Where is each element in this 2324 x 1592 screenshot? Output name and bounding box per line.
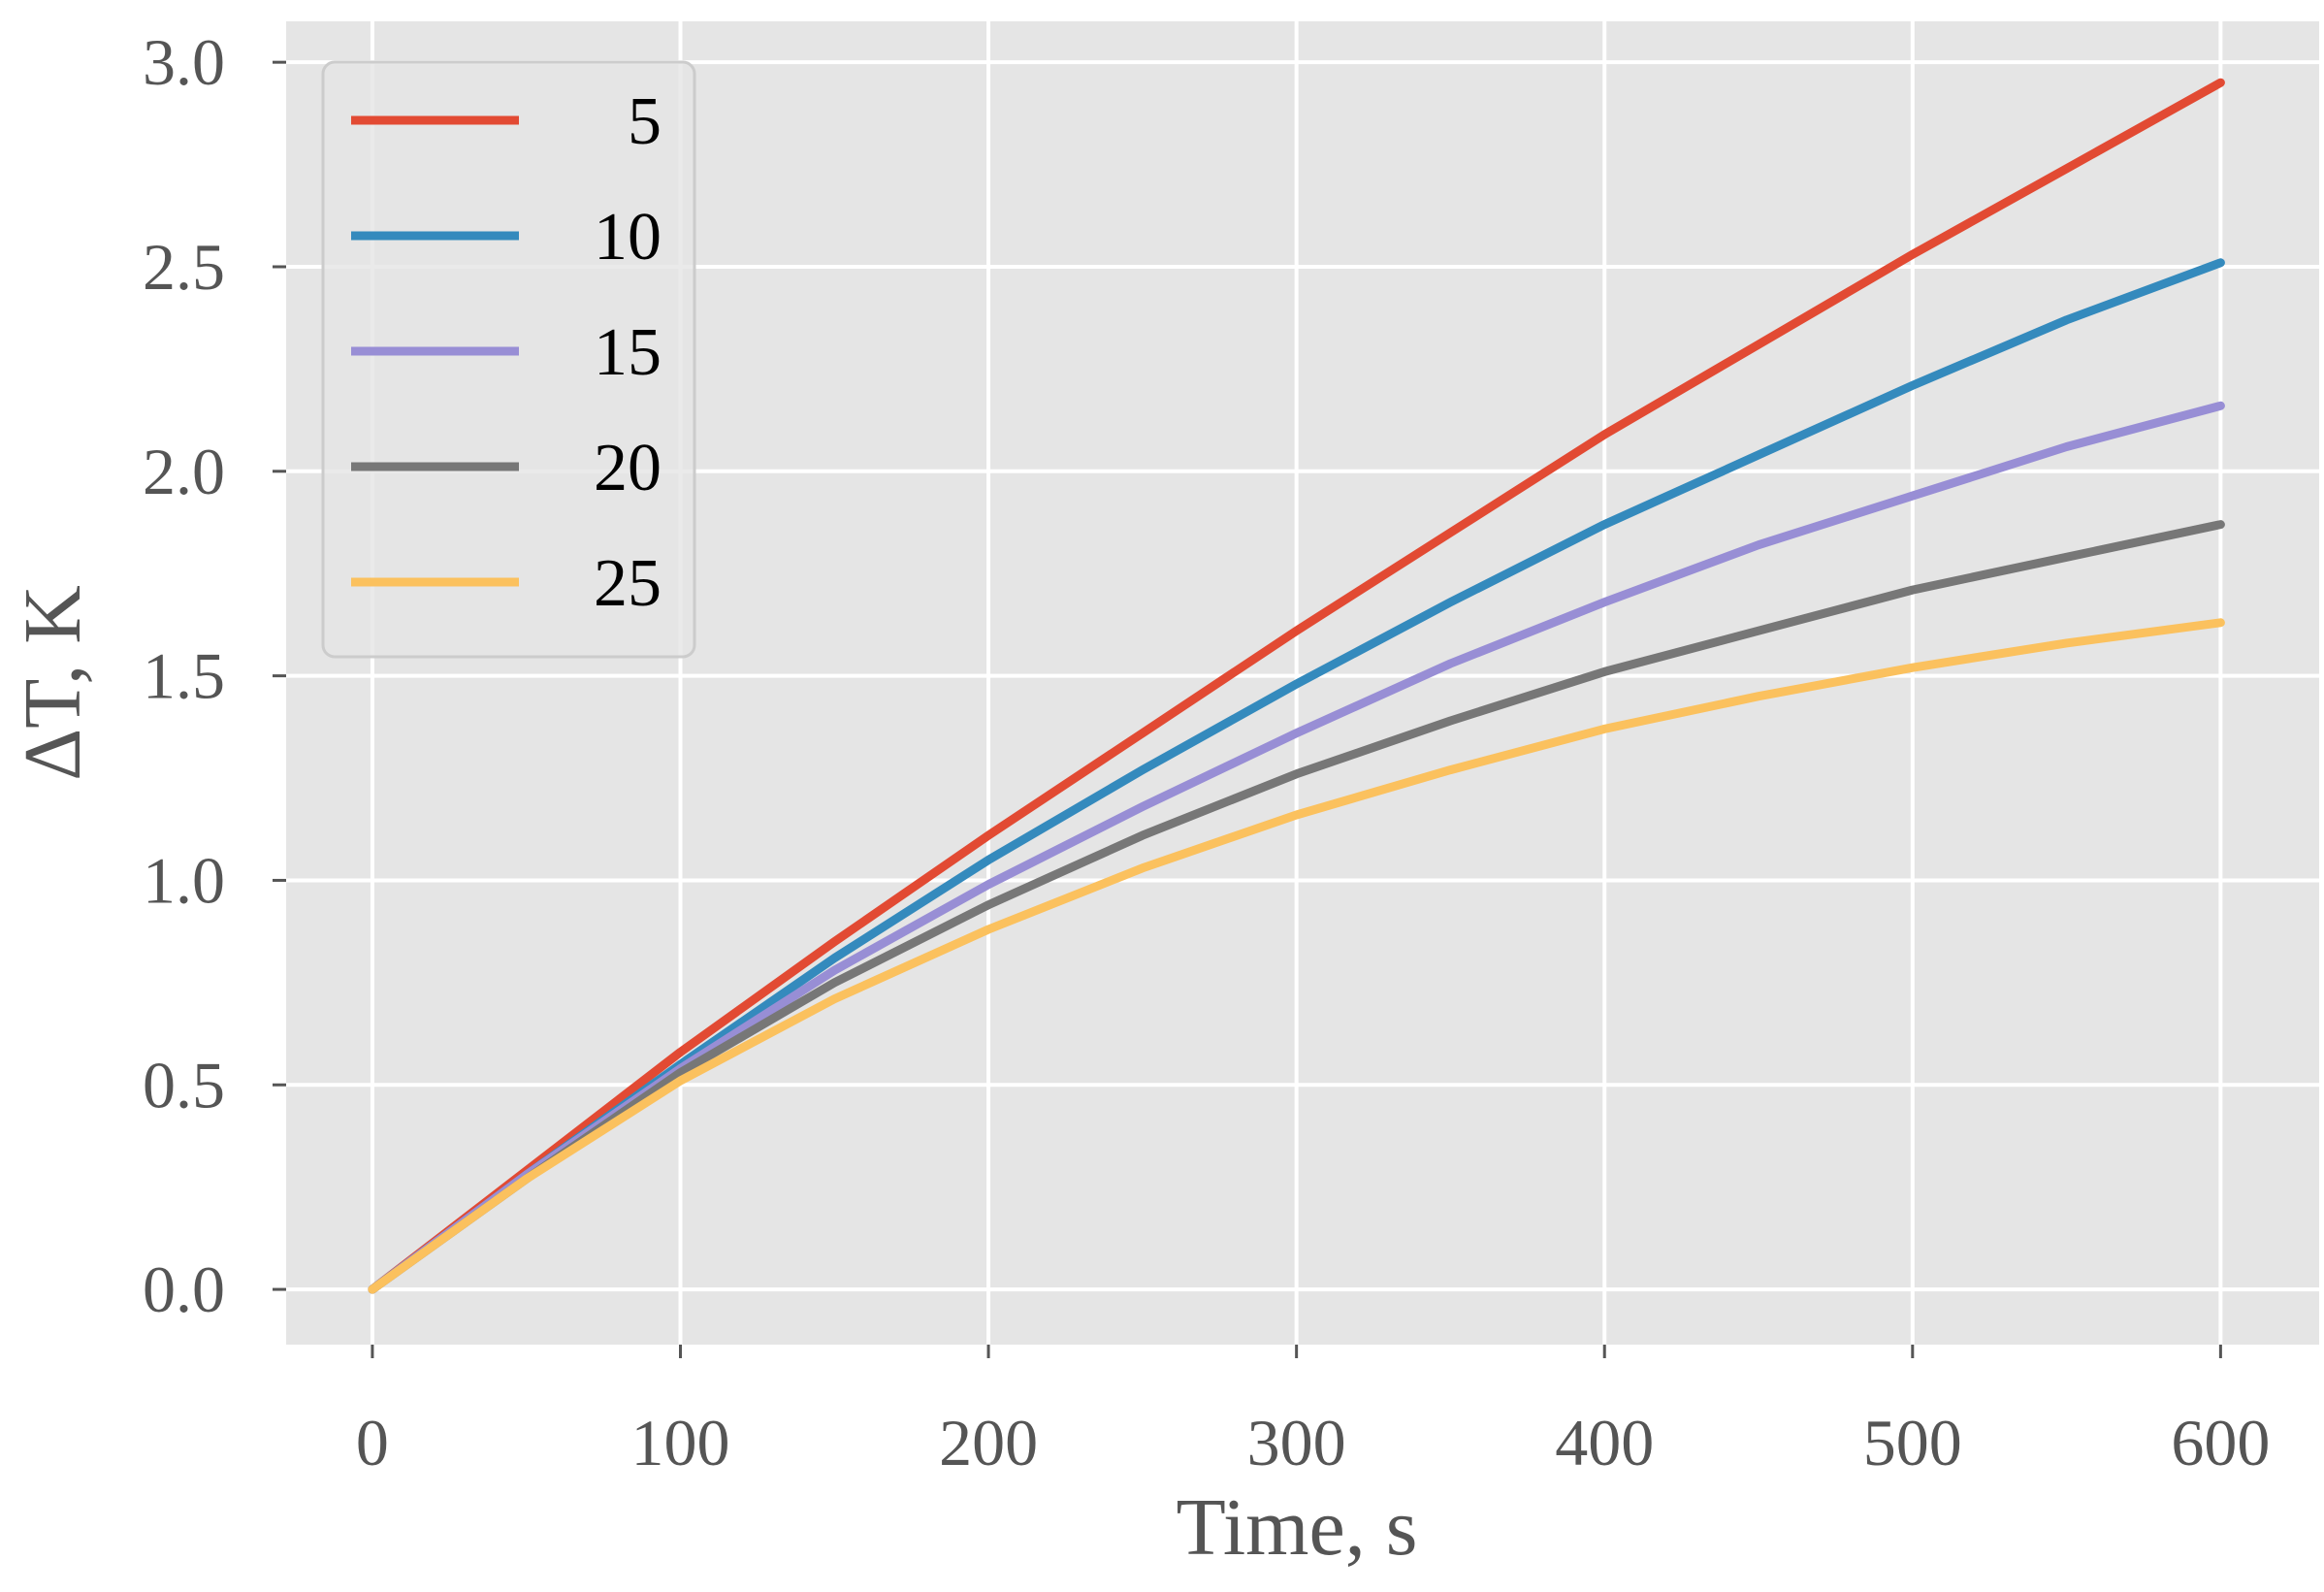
legend-label: 15 (594, 315, 662, 390)
legend: 5 10 15 20 25 (321, 60, 696, 659)
x-axis-label: Time, s (1176, 1482, 1417, 1573)
y-tick-label: 0.0 (143, 1252, 225, 1326)
series-line-25 (368, 618, 2225, 1294)
legend-label: 5 (628, 84, 662, 159)
y-tick-label: 0.5 (143, 1048, 225, 1121)
x-tick-label: 400 (1555, 1406, 1654, 1479)
series-line-5 (368, 78, 2225, 1294)
x-tick-label: 600 (2171, 1406, 2270, 1479)
series-line-20 (368, 520, 2225, 1294)
legend-box (321, 60, 696, 659)
y-tick-label: 2.5 (143, 230, 225, 304)
x-tick-label: 200 (939, 1406, 1038, 1479)
legend-label: 20 (594, 431, 662, 505)
y-tick-label: 1.5 (143, 639, 225, 713)
x-tick-label: 100 (630, 1406, 729, 1479)
legend-label: 25 (594, 546, 662, 621)
legend-label: 10 (594, 200, 662, 275)
axis-ticks: 0 100 200 300 400 500 600 0.0 0.5 1.0 1.5 2.0 2.5 3.0 (143, 25, 2270, 1479)
x-tick-label: 500 (1863, 1406, 1962, 1479)
series-lines (368, 78, 2225, 1294)
y-tick-label: 2.0 (143, 435, 225, 508)
y-tick-label: 1.0 (143, 843, 225, 917)
x-tick-label: 300 (1247, 1406, 1346, 1479)
y-axis-label: ΔT, K (8, 585, 98, 781)
y-tick-label: 3.0 (143, 25, 225, 99)
x-tick-label: 0 (356, 1406, 389, 1479)
